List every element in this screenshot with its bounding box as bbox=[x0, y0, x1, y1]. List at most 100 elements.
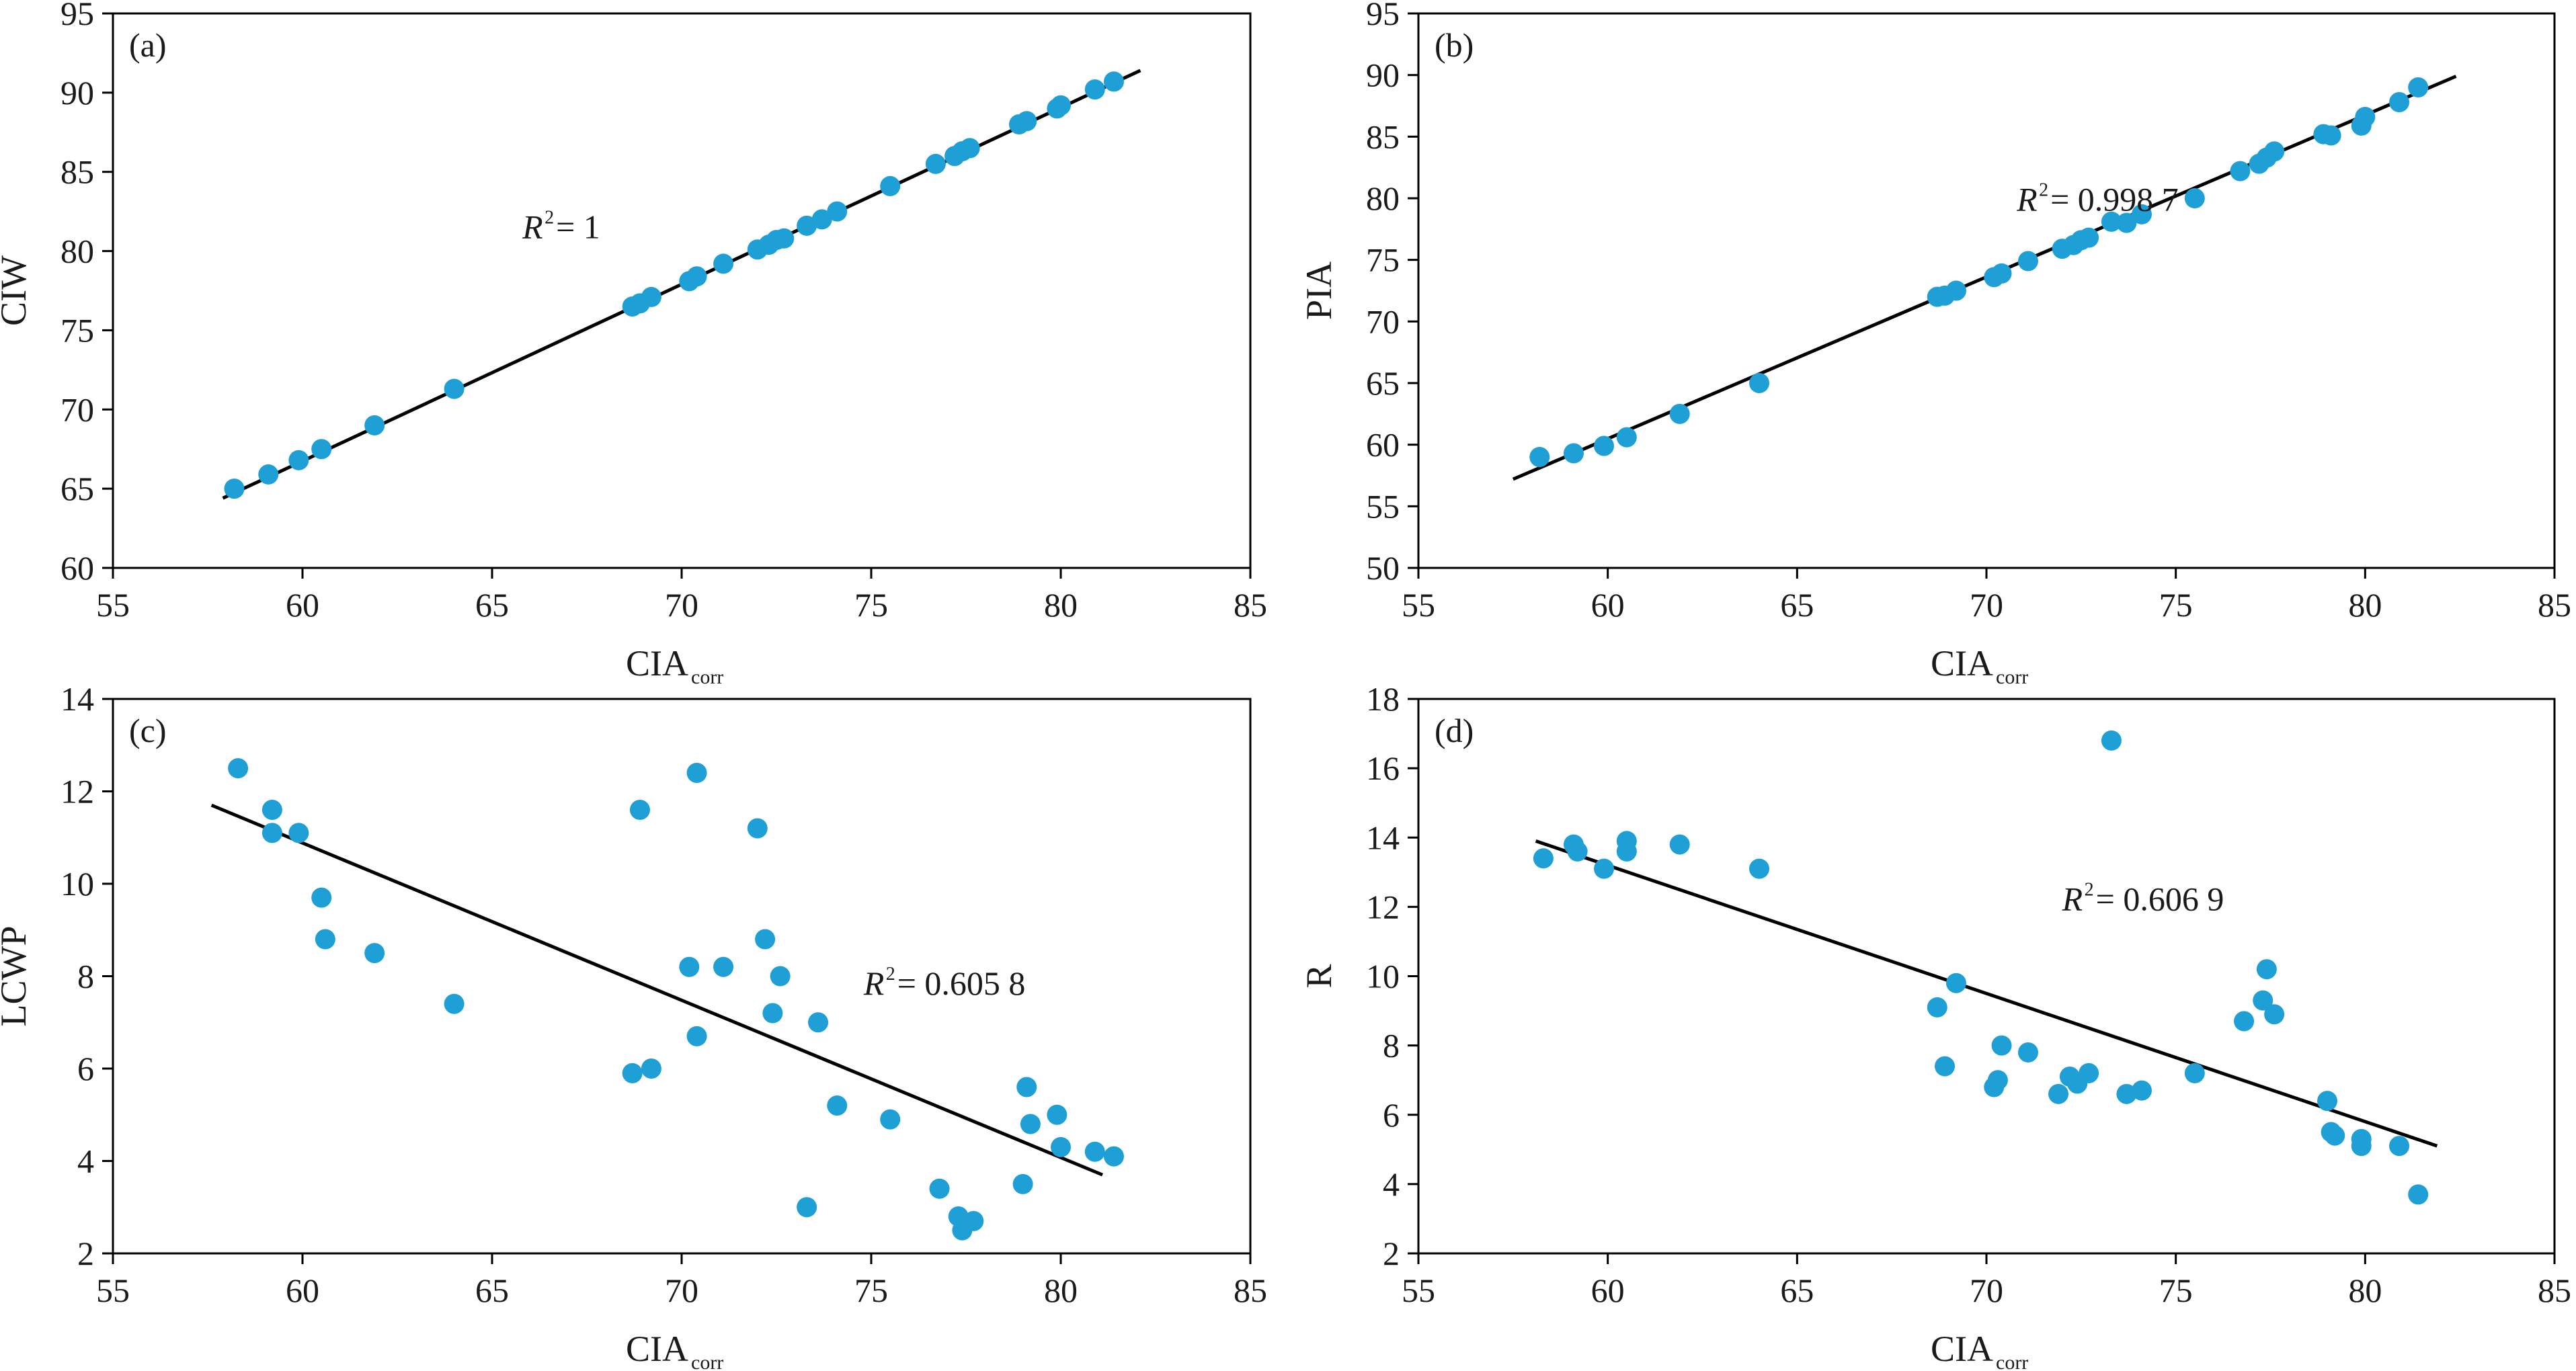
chart-b-data-point bbox=[2264, 141, 2285, 162]
chart-c-y-tick-label: 14 bbox=[61, 680, 94, 718]
chart-a-data-point bbox=[1103, 71, 1124, 92]
chart-b-r2-symbol: R bbox=[2016, 180, 2038, 218]
chart-a-x-tick-label: 70 bbox=[665, 586, 698, 624]
chart-a-data-point bbox=[827, 201, 848, 222]
chart-d-y-tick-label: 16 bbox=[1366, 749, 1400, 787]
chart-d-y-tick-label: 14 bbox=[1366, 819, 1400, 856]
chart-b-y-tick-label: 65 bbox=[1366, 364, 1400, 402]
chart-d-y-tick-label: 8 bbox=[1383, 1027, 1400, 1065]
chart-a-data-point bbox=[811, 209, 832, 230]
chart-b-y-tick-label: 75 bbox=[1366, 241, 1400, 279]
chart-b-data-point bbox=[2230, 161, 2251, 181]
chart-c-x-tick-label: 70 bbox=[665, 1272, 698, 1309]
chart-c-x-tick-label: 85 bbox=[1234, 1272, 1267, 1309]
chart-a-y-tick-label: 85 bbox=[61, 153, 94, 191]
chart-b-y-tick-label: 70 bbox=[1366, 302, 1400, 340]
chart-d-data-point bbox=[1567, 841, 1588, 862]
chart-d-data-point bbox=[2325, 1125, 2345, 1146]
chart-a-data-point bbox=[774, 228, 795, 249]
chart-c-data-point bbox=[797, 1197, 817, 1218]
chart-b-x-tick-label: 85 bbox=[2538, 586, 2571, 624]
chart-c-data-point bbox=[880, 1109, 901, 1130]
chart-a-y-axis-label: CIW bbox=[0, 255, 34, 326]
chart-a-x-tick-label: 60 bbox=[286, 586, 319, 624]
chart-c-data-point bbox=[364, 943, 385, 964]
chart-c-x-tick-label: 60 bbox=[286, 1272, 319, 1309]
chart-c-plot-frame bbox=[112, 698, 1252, 1255]
chart-c-data-point bbox=[228, 758, 249, 779]
chart-a-data-point bbox=[797, 215, 817, 236]
chart-d-data-point bbox=[2408, 1184, 2429, 1205]
chart-a-r2-superscript: 2 bbox=[545, 208, 554, 229]
chart-d-x-tick-label: 60 bbox=[1591, 1272, 1625, 1309]
chart-c-x-tick-label: 65 bbox=[475, 1272, 509, 1309]
chart-d-data-point bbox=[2234, 1011, 2255, 1032]
chart-d-x-axis-label-subscript: corr bbox=[1996, 1352, 2028, 1371]
chart-a-y-tick-label: 75 bbox=[61, 311, 94, 349]
chart-b-data-point bbox=[2131, 204, 2152, 224]
chart-d-data-point bbox=[1935, 1056, 1956, 1077]
chart-b-data-point bbox=[1563, 443, 1584, 464]
chart-c-fit-line bbox=[210, 803, 1103, 1177]
chart-d-y-tick-label: 18 bbox=[1366, 680, 1400, 718]
chart-c-y-tick-label: 6 bbox=[77, 1050, 94, 1087]
chart-c-data-point bbox=[747, 818, 768, 839]
chart-c-data-point bbox=[770, 966, 791, 987]
chart-d-data-point bbox=[2116, 1083, 2137, 1104]
chart-b-data-point bbox=[1749, 373, 1769, 393]
chart-c-data-point bbox=[1047, 1104, 1068, 1125]
chart-d-data-point bbox=[1669, 834, 1690, 855]
chart-d-data-point bbox=[2264, 1004, 2285, 1025]
chart-d-x-tick-label: 55 bbox=[1402, 1272, 1435, 1309]
chart-a-data-point bbox=[1051, 95, 1071, 116]
chart-d-data-point bbox=[2101, 730, 2122, 751]
chart-d-x-tick-label: 75 bbox=[2159, 1272, 2193, 1309]
chart-c-data-point bbox=[622, 1063, 643, 1083]
chart-a-data-point bbox=[1084, 79, 1105, 100]
chart-a-data-point bbox=[925, 153, 946, 174]
chart-d-data-point bbox=[1594, 858, 1615, 879]
chart-d-r2-superscript: 2 bbox=[2085, 880, 2094, 901]
chart-b-panel-label: (b) bbox=[1435, 26, 1474, 64]
chart-c-data-point bbox=[686, 1026, 707, 1046]
chart-a-x-axis-label-subscript: corr bbox=[691, 666, 723, 688]
chart-a-data-point bbox=[959, 138, 980, 159]
chart-d-y-tick-label: 12 bbox=[1366, 888, 1400, 925]
chart-a-y-tick-label: 95 bbox=[61, 0, 94, 32]
chart-a-data-point bbox=[641, 286, 661, 307]
chart-b-data-point bbox=[1594, 435, 1615, 456]
chart-d-data-point bbox=[1927, 997, 1947, 1017]
chart-d-data-point bbox=[1749, 858, 1769, 879]
chart-c-data-point bbox=[929, 1178, 950, 1199]
chart-d-fit-line bbox=[1535, 839, 2438, 1148]
chart-d-data-point bbox=[2184, 1063, 2205, 1083]
chart-c-x-tick-label: 55 bbox=[96, 1272, 130, 1309]
chart-d-data-point bbox=[2317, 1091, 2337, 1112]
chart-b-data-point bbox=[2116, 212, 2137, 233]
chart-d-x-tick-label: 65 bbox=[1780, 1272, 1814, 1309]
chart-d-x-axis-label: CIA bbox=[1931, 1329, 1993, 1369]
chart-c-x-axis-label: CIA bbox=[626, 1329, 688, 1369]
chart-c-data-point bbox=[679, 956, 700, 977]
chart-b-y-tick-label: 55 bbox=[1366, 487, 1400, 525]
chart-c-data-point bbox=[629, 800, 650, 820]
chart-c-y-tick-label: 4 bbox=[77, 1142, 94, 1180]
chart-c-data-point bbox=[444, 993, 465, 1014]
chart-a-data-point bbox=[364, 415, 385, 435]
chart-b-r2-value: = 0.998 7 bbox=[2050, 180, 2179, 218]
chart-c-y-tick-label: 2 bbox=[77, 1235, 94, 1272]
chart-b-y-tick-label: 60 bbox=[1366, 426, 1400, 464]
chart-b-x-tick-label: 65 bbox=[1780, 586, 1814, 624]
chart-a-r2-symbol: R bbox=[522, 208, 543, 246]
chart-c-data-point bbox=[641, 1058, 661, 1079]
chart-a-x-tick-label: 80 bbox=[1044, 586, 1078, 624]
chart-c-r2-symbol: R bbox=[863, 964, 885, 1002]
chart-c-r2-value: = 0.605 8 bbox=[897, 964, 1026, 1002]
chart-a-data-point bbox=[444, 378, 465, 399]
chart-c-data-point bbox=[827, 1095, 848, 1116]
chart-b-y-tick-label: 85 bbox=[1366, 118, 1400, 155]
chart-b-x-axis-label: CIA bbox=[1931, 643, 1993, 683]
chart-d-data-point bbox=[2017, 1042, 2038, 1063]
chart-b-y-tick-label: 80 bbox=[1366, 179, 1400, 217]
